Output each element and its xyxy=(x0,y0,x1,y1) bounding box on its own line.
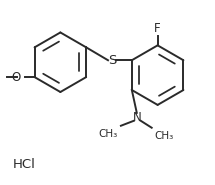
Text: F: F xyxy=(154,22,161,36)
Text: O: O xyxy=(11,71,21,84)
Text: S: S xyxy=(108,54,116,67)
Text: N: N xyxy=(132,111,141,124)
Text: CH₃: CH₃ xyxy=(155,131,174,141)
Text: CH₃: CH₃ xyxy=(99,129,118,139)
Text: HCl: HCl xyxy=(13,158,36,171)
